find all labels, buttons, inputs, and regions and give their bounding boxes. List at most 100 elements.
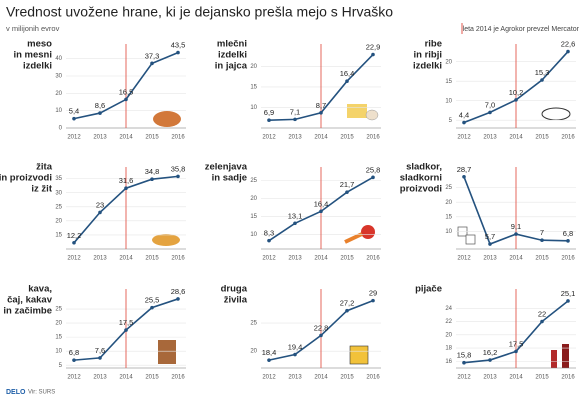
x-tick-label: 2013 — [288, 135, 302, 141]
x-tick-label: 2012 — [457, 256, 471, 262]
point — [566, 239, 570, 243]
x-tick-label: 2015 — [145, 256, 159, 262]
point — [72, 358, 76, 362]
point — [462, 175, 466, 179]
x-tick-label: 2015 — [535, 375, 549, 381]
x-tick-label: 2014 — [509, 375, 523, 381]
y-tick-label: 15 — [445, 214, 452, 220]
y-tick-label: 40 — [55, 56, 62, 62]
value-label: 15,8 — [457, 351, 472, 360]
x-tick-label: 2016 — [171, 256, 185, 262]
icon — [158, 340, 176, 364]
panel-label: žita — [36, 162, 53, 173]
panel-label: izdelki — [218, 50, 247, 61]
y-tick-label: 35 — [55, 176, 62, 182]
point — [514, 98, 518, 102]
value-label: 29 — [369, 289, 377, 298]
point — [150, 305, 154, 310]
value-label: 16,4 — [314, 199, 329, 208]
y-tick-label: 20 — [55, 218, 62, 224]
point — [319, 209, 323, 214]
point — [150, 177, 154, 181]
value-label: 8,3 — [264, 229, 274, 238]
point — [267, 358, 271, 362]
x-tick-label: 2014 — [314, 375, 328, 381]
value-label: 7,1 — [290, 107, 300, 116]
y-tick-label: 15 — [445, 79, 452, 85]
x-tick-label: 2013 — [288, 375, 302, 381]
point — [98, 356, 102, 360]
point — [267, 238, 271, 243]
point — [98, 210, 102, 215]
point — [371, 52, 375, 57]
value-label: 6,8 — [563, 229, 573, 238]
x-tick-label: 2014 — [509, 256, 523, 262]
y-tick-label: 25 — [55, 204, 62, 210]
y-tick-label: 22 — [445, 319, 452, 325]
panel-label: in mesni — [13, 50, 52, 61]
icon — [349, 345, 369, 365]
point — [540, 238, 544, 243]
value-label: 17,5 — [509, 339, 524, 348]
panel-label: in ribji — [414, 50, 443, 61]
value-label: 25,5 — [145, 296, 160, 305]
point — [72, 241, 76, 245]
x-tick-label: 2014 — [509, 135, 523, 141]
panel-label: in jajca — [215, 61, 248, 72]
point — [267, 118, 271, 122]
value-label: 34,8 — [145, 167, 160, 176]
value-label: 4,4 — [459, 111, 469, 120]
x-tick-label: 2012 — [67, 256, 81, 262]
value-label: 22,6 — [561, 40, 576, 49]
value-label: 28,7 — [457, 165, 472, 174]
value-label: 7 — [540, 228, 544, 237]
y-tick-label: 20 — [250, 64, 257, 70]
point — [293, 352, 297, 357]
icon — [152, 234, 180, 246]
x-tick-label: 2015 — [340, 135, 354, 141]
point — [540, 319, 544, 324]
y-tick-label: 25 — [445, 185, 452, 191]
x-tick-label: 2012 — [262, 135, 276, 141]
subtitle: v milijonih evrov — [6, 24, 60, 33]
panel-label: sladkorni — [400, 173, 442, 184]
point — [345, 190, 349, 194]
value-label: 6,8 — [69, 348, 79, 357]
value-label: 16,2 — [483, 348, 498, 357]
point — [124, 186, 128, 190]
value-label: 5,7 — [485, 232, 495, 241]
panel-label: čaj, kakav — [7, 295, 53, 306]
point — [98, 111, 102, 115]
y-tick-label: 20 — [445, 332, 452, 338]
x-tick-label: 2014 — [314, 135, 328, 141]
y-tick-label: 30 — [55, 190, 62, 196]
point — [176, 174, 180, 179]
icon — [344, 232, 363, 244]
value-label: 8,7 — [316, 101, 326, 110]
point — [345, 79, 349, 83]
point — [319, 333, 323, 338]
point — [124, 328, 128, 332]
point — [488, 358, 492, 362]
y-tick-label: 18 — [445, 346, 452, 352]
value-label: 31,6 — [119, 176, 134, 185]
point — [319, 111, 323, 115]
y-tick-label: 10 — [445, 98, 452, 104]
panel-label: sladkor, — [406, 162, 442, 173]
x-tick-label: 2016 — [366, 135, 380, 141]
panel-label: iz žit — [31, 184, 52, 195]
panel-label: zelenjava — [205, 162, 248, 173]
value-label: 23 — [96, 200, 104, 209]
value-label: 28,6 — [171, 287, 186, 296]
panel-label: druga — [221, 284, 248, 295]
point — [566, 299, 570, 303]
x-tick-label: 2013 — [93, 135, 107, 141]
x-tick-label: 2016 — [561, 375, 575, 381]
icon — [551, 350, 557, 368]
x-tick-label: 2015 — [145, 135, 159, 141]
value-label: 15,3 — [535, 68, 550, 77]
point — [176, 50, 180, 55]
y-tick-label: 20 — [55, 321, 62, 327]
value-label: 17,5 — [119, 318, 134, 327]
